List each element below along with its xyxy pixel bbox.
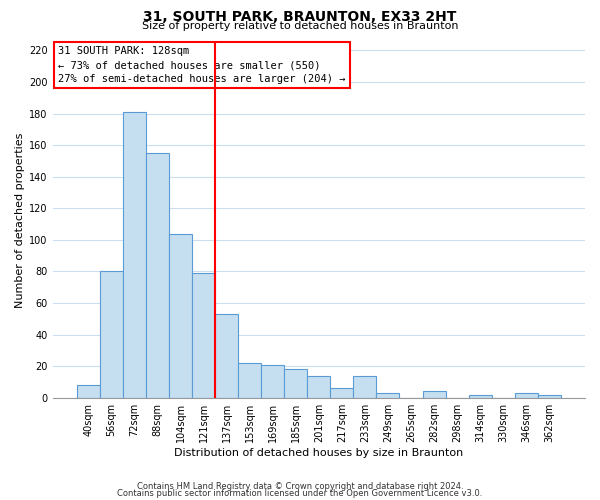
Bar (515, 393, 538, 398)
Text: Size of property relative to detached houses in Braunton: Size of property relative to detached ho… (142, 21, 458, 31)
Bar (284, 370, 307, 398)
Text: 31, SOUTH PARK, BRAUNTON, EX33 2HT: 31, SOUTH PARK, BRAUNTON, EX33 2HT (143, 10, 457, 24)
Bar (77, 385, 100, 398)
Text: 31 SOUTH PARK: 128sqm
← 73% of detached houses are smaller (550)
27% of semi-det: 31 SOUTH PARK: 128sqm ← 73% of detached … (58, 46, 346, 84)
Text: Contains HM Land Registry data © Crown copyright and database right 2024.: Contains HM Land Registry data © Crown c… (137, 482, 463, 491)
Bar (238, 363, 261, 398)
Bar (538, 394, 561, 398)
Bar (215, 314, 238, 398)
Bar (376, 393, 400, 398)
Bar (469, 394, 491, 398)
Bar (192, 273, 215, 398)
X-axis label: Distribution of detached houses by size in Braunton: Distribution of detached houses by size … (174, 448, 463, 458)
Bar (123, 112, 146, 398)
Bar (261, 364, 284, 398)
Text: Contains public sector information licensed under the Open Government Licence v3: Contains public sector information licen… (118, 490, 482, 498)
Bar (100, 272, 123, 398)
Y-axis label: Number of detached properties: Number of detached properties (15, 132, 25, 308)
Bar (422, 392, 446, 398)
Bar (331, 388, 353, 398)
Bar (307, 376, 331, 398)
Bar (146, 153, 169, 398)
Bar (169, 234, 192, 398)
Bar (353, 376, 376, 398)
